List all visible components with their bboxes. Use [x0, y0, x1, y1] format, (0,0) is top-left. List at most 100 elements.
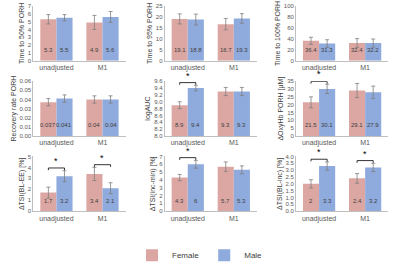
svg-text:unadjusted: unadjusted: [302, 64, 336, 72]
svg-text:0.05: 0.05: [20, 87, 32, 93]
svg-text:100: 100: [284, 3, 295, 9]
svg-text:8.2: 8.2: [154, 126, 163, 132]
svg-text:0.02: 0.02: [20, 115, 32, 121]
svg-text:Female: Female: [172, 251, 199, 260]
svg-text:0: 0: [290, 133, 294, 139]
svg-text:1: 1: [28, 50, 32, 56]
svg-text:2.1: 2.1: [106, 198, 115, 204]
svg-text:19.1: 19.1: [174, 47, 186, 53]
svg-text:0.04: 0.04: [20, 97, 32, 103]
svg-text:M1: M1: [98, 139, 108, 146]
svg-text:0.04: 0.04: [105, 122, 117, 128]
svg-text:3.0: 3.0: [285, 167, 294, 173]
svg-text:60: 60: [287, 25, 294, 31]
svg-text:4: 4: [28, 165, 32, 171]
svg-text:19.3: 19.3: [236, 47, 248, 53]
svg-text:Time to 50% PORH: Time to 50% PORH: [18, 3, 25, 64]
svg-text:0: 0: [28, 208, 32, 214]
svg-text:15: 15: [287, 110, 294, 116]
svg-text:20: 20: [287, 102, 294, 108]
svg-text:1.7: 1.7: [44, 198, 53, 204]
svg-text:29.1: 29.1: [351, 122, 363, 128]
svg-text:9.3: 9.3: [237, 122, 246, 128]
svg-text:16.7: 16.7: [220, 47, 232, 53]
svg-text:25: 25: [287, 94, 294, 100]
svg-text:6: 6: [194, 198, 198, 204]
svg-text:6: 6: [159, 161, 163, 167]
svg-text:3.4: 3.4: [90, 198, 99, 204]
svg-text:18.8: 18.8: [190, 47, 202, 53]
svg-text:5.5: 5.5: [60, 47, 69, 53]
svg-text:5.3: 5.3: [44, 47, 53, 53]
svg-text:Time to 100% PORH: Time to 100% PORH: [274, 1, 281, 66]
svg-text:*: *: [363, 149, 367, 159]
svg-text:0: 0: [159, 58, 163, 64]
svg-text:*: *: [54, 156, 58, 166]
svg-text:2: 2: [159, 193, 163, 199]
svg-text:5: 5: [28, 154, 32, 160]
svg-text:ΔOxyHb PORH [μM]: ΔOxyHb PORH [μM]: [277, 77, 285, 141]
svg-text:2.0: 2.0: [285, 181, 294, 187]
svg-text:3: 3: [159, 185, 163, 191]
svg-text:M1: M1: [360, 215, 370, 222]
svg-text:3: 3: [28, 34, 32, 40]
svg-text:4.9: 4.9: [90, 47, 99, 53]
svg-text:3.2: 3.2: [60, 198, 69, 204]
svg-text:7: 7: [28, 3, 32, 9]
svg-text:15: 15: [156, 25, 163, 31]
svg-text:30.1: 30.1: [321, 122, 333, 128]
svg-text:32.4: 32.4: [351, 47, 363, 53]
svg-text:10: 10: [287, 117, 294, 123]
svg-text:unadjusted: unadjusted: [171, 215, 205, 223]
svg-text:ΔTSI(BL-inc) [%]: ΔTSI(BL-inc) [%]: [276, 158, 284, 210]
svg-text:31.3: 31.3: [321, 47, 333, 53]
svg-text:0.041: 0.041: [56, 122, 72, 128]
svg-text:0.01: 0.01: [20, 124, 32, 130]
svg-text:9.0: 9.0: [154, 99, 163, 105]
svg-text:10: 10: [156, 36, 163, 42]
svg-text:unadjusted: unadjusted: [171, 64, 205, 72]
svg-text:25: 25: [156, 3, 163, 9]
svg-text:unadjusted: unadjusted: [39, 139, 73, 147]
svg-text:0: 0: [290, 58, 294, 64]
svg-text:5: 5: [159, 169, 163, 175]
svg-text:M1: M1: [229, 215, 239, 222]
svg-text:5.6: 5.6: [106, 47, 115, 53]
svg-text:unadjusted: unadjusted: [171, 139, 205, 147]
svg-text:2.5: 2.5: [285, 174, 294, 180]
svg-text:2.4: 2.4: [353, 198, 362, 204]
svg-text:0.06: 0.06: [20, 78, 32, 84]
svg-text:6: 6: [28, 11, 32, 17]
svg-text:ΔTSI(BL-EE) [%]: ΔTSI(BL-EE) [%]: [18, 158, 26, 211]
svg-text:M1: M1: [98, 215, 108, 222]
svg-text:4.3: 4.3: [175, 198, 184, 204]
svg-text:5: 5: [290, 125, 294, 131]
svg-text:Time to 95% PORH: Time to 95% PORH: [146, 3, 153, 64]
svg-text:3.5: 3.5: [285, 160, 294, 166]
svg-text:0.04: 0.04: [88, 122, 100, 128]
svg-text:unadjusted: unadjusted: [39, 64, 73, 72]
svg-text:*: *: [186, 71, 190, 81]
svg-text:8.4: 8.4: [154, 119, 163, 125]
svg-text:0: 0: [159, 208, 163, 214]
svg-text:9.6: 9.6: [154, 78, 163, 84]
svg-text:3.3: 3.3: [323, 198, 332, 204]
svg-text:0: 0: [28, 58, 32, 64]
svg-text:2: 2: [28, 186, 32, 192]
svg-text:4.0: 4.0: [285, 154, 294, 160]
svg-text:3: 3: [28, 175, 32, 181]
svg-text:*: *: [186, 146, 190, 156]
svg-text:unadjusted: unadjusted: [39, 215, 73, 223]
svg-text:27.9: 27.9: [367, 122, 379, 128]
svg-text:80: 80: [287, 14, 294, 20]
svg-text:*: *: [317, 69, 321, 79]
svg-text:2: 2: [309, 198, 313, 204]
svg-text:30: 30: [287, 86, 294, 92]
svg-text:32.2: 32.2: [367, 47, 379, 53]
svg-text:1: 1: [28, 197, 32, 203]
svg-text:5: 5: [159, 47, 163, 53]
svg-text:9.2: 9.2: [154, 92, 163, 98]
svg-text:5.7: 5.7: [221, 198, 230, 204]
svg-text:0.03: 0.03: [20, 106, 32, 112]
svg-text:0.0: 0.0: [285, 208, 294, 214]
